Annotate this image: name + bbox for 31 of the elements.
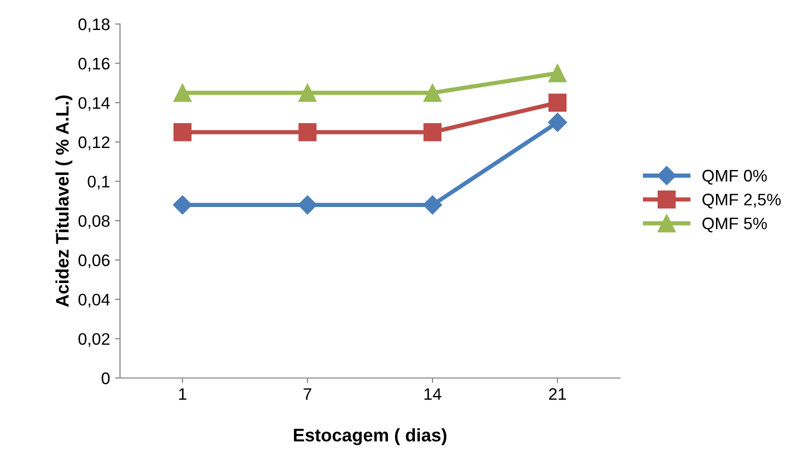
y-tick-label: 0,04 [78,294,110,308]
y-tick-label: 0,1 [88,176,110,190]
point [548,94,567,112]
x-tick-label: 7 [304,388,312,400]
y-tick-label: 0,02 [78,333,110,347]
y-tick-label: 0,12 [78,136,110,150]
legend-label: QMF 0% [702,170,767,185]
point [173,84,192,102]
point [422,195,442,214]
point [298,84,317,102]
point [423,84,442,102]
y-tick-label: 0,06 [78,254,110,268]
point [548,64,567,82]
point [298,123,317,142]
point [172,195,192,214]
y-tick-label: 0,16 [78,58,110,72]
y-tick-label: 0 [102,372,110,384]
x-tick-label: 14 [424,388,442,400]
point [548,112,568,132]
point [173,123,192,142]
x-tick-label: 1 [179,388,186,400]
x-tick-label: 21 [549,388,566,400]
point [423,123,442,142]
y-axis-title: Acidez Titulavel ( % A.L.) [55,96,72,307]
legend-label: QMF 5% [702,218,767,232]
y-tick-label: 0,18 [78,18,110,32]
y-tick-label: 0,14 [78,97,110,111]
legend-label: QMF 2,5% [702,194,781,208]
x-axis-title: Estocagem ( dias) [294,428,446,446]
y-tick-label: 0,08 [78,215,110,229]
point [298,195,318,214]
